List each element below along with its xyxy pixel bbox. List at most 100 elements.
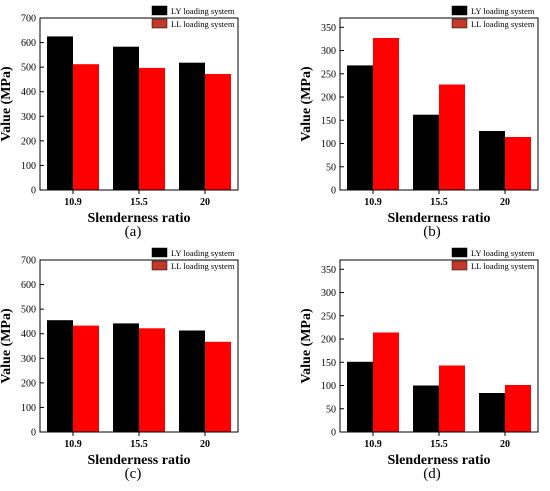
bar-ly-2 xyxy=(113,323,139,432)
y-tick-label: 300 xyxy=(21,354,36,365)
legend-swatch-ly xyxy=(151,5,168,16)
bar-ll-2 xyxy=(139,67,165,190)
panel-label: (a) xyxy=(125,224,142,240)
legend-label-ly: LY loading system xyxy=(171,248,235,258)
panel-label: (c) xyxy=(125,466,142,482)
bar-ly-3 xyxy=(479,131,505,190)
x-tick-label: 15.5 xyxy=(130,439,148,450)
chart-panel-3: 0 100 200 300 400 500 600 700 10.9 15.5 20 Slendern… xyxy=(0,247,239,482)
bar-ll-3 xyxy=(205,341,231,432)
y-tick-label: 700 xyxy=(21,256,36,267)
bar-ll-1 xyxy=(373,38,399,190)
y-tick-label: 250 xyxy=(321,311,336,322)
bar-ll-2 xyxy=(139,328,165,432)
legend-swatch-ll xyxy=(151,260,168,271)
x-tick-label: 20 xyxy=(200,197,210,208)
y-tick-label: 250 xyxy=(321,69,336,80)
bar-ly-1 xyxy=(347,361,373,432)
bar-ll-3 xyxy=(205,74,231,190)
chart-panel-2: 0 50 100 150 200 250 300 350 10.9 15.5 20 Slenderne… xyxy=(299,5,539,240)
legend-swatch-ly xyxy=(451,247,468,258)
x-tick-label: 20 xyxy=(500,439,510,450)
y-tick-label: 50 xyxy=(326,404,336,415)
y-tick-label: 500 xyxy=(21,305,36,316)
x-tick-label: 20 xyxy=(200,439,210,450)
y-tick-label: 500 xyxy=(21,63,36,74)
y-tick-label: 300 xyxy=(21,112,36,123)
x-axis-label: Slenderness ratio xyxy=(87,453,190,468)
x-axis-label: Slenderness ratio xyxy=(87,211,190,226)
y-tick-label: 400 xyxy=(21,329,36,340)
bar-ly-1 xyxy=(347,65,373,190)
legend-label-ly: LY loading system xyxy=(171,6,235,16)
chart-panel-1: 0 100 200 300 400 500 600 700 10.9 15.5 20 Slendern… xyxy=(0,5,239,240)
x-tick-label: 10.9 xyxy=(364,439,382,450)
bar-ll-2 xyxy=(439,84,465,190)
x-tick-label: 20 xyxy=(500,197,510,208)
y-tick-label: 400 xyxy=(21,87,36,98)
y-tick-label: 100 xyxy=(321,381,336,392)
bar-ly-3 xyxy=(479,393,505,432)
bar-ly-1 xyxy=(47,320,73,432)
bar-ly-2 xyxy=(413,385,439,432)
bar-ly-3 xyxy=(179,62,205,191)
y-tick-label: 300 xyxy=(321,46,336,57)
bar-ll-3 xyxy=(505,385,531,432)
y-tick-label: 350 xyxy=(321,265,336,276)
legend-swatch-ll xyxy=(151,18,168,29)
y-axis-label: Value (MPa) xyxy=(299,308,314,384)
legend-swatch-ly xyxy=(451,5,468,16)
bar-ly-3 xyxy=(179,330,205,432)
x-axis-label: Slenderness ratio xyxy=(387,453,490,468)
y-tick-label: 0 xyxy=(331,428,336,439)
legend-label-ll: LL loading system xyxy=(171,261,235,271)
y-tick-label: 150 xyxy=(321,358,336,369)
y-tick-label: 200 xyxy=(21,136,36,147)
x-tick-label: 10.9 xyxy=(64,439,82,450)
x-tick-label: 15.5 xyxy=(130,197,148,208)
y-tick-label: 100 xyxy=(21,403,36,414)
bar-ll-1 xyxy=(73,325,99,432)
x-tick-label: 10.9 xyxy=(64,197,82,208)
bar-ly-1 xyxy=(47,36,73,191)
x-axis-label: Slenderness ratio xyxy=(387,211,490,226)
y-tick-label: 100 xyxy=(21,161,36,172)
y-tick-label: 350 xyxy=(321,23,336,34)
y-tick-label: 0 xyxy=(31,186,36,197)
y-tick-label: 200 xyxy=(321,335,336,346)
y-tick-label: 0 xyxy=(31,428,36,439)
y-tick-label: 200 xyxy=(21,378,36,389)
chart-panel-4: 0 50 100 150 200 250 300 350 10.9 15.5 20 Slenderne… xyxy=(299,247,539,482)
legend-swatch-ly xyxy=(151,247,168,258)
y-tick-label: 600 xyxy=(21,38,36,49)
x-tick-label: 15.5 xyxy=(430,439,448,450)
bar-ly-2 xyxy=(413,114,439,190)
x-tick-label: 15.5 xyxy=(430,197,448,208)
y-tick-label: 200 xyxy=(321,93,336,104)
legend-label-ly: LY loading system xyxy=(471,6,535,16)
y-tick-label: 0 xyxy=(331,186,336,197)
bar-ll-3 xyxy=(505,137,531,190)
y-tick-label: 50 xyxy=(326,162,336,173)
panel-label: (b) xyxy=(423,224,441,240)
bar-ll-2 xyxy=(439,365,465,432)
legend-label-ll: LL loading system xyxy=(471,261,535,271)
legend-label-ll: LL loading system xyxy=(171,19,235,29)
y-axis-label: Value (MPa) xyxy=(299,66,314,142)
panel-label: (d) xyxy=(423,466,441,482)
legend-swatch-ll xyxy=(451,18,468,29)
y-tick-label: 600 xyxy=(21,280,36,291)
bar-ll-1 xyxy=(73,64,99,190)
legend-swatch-ll xyxy=(451,260,468,271)
y-tick-label: 100 xyxy=(321,139,336,150)
y-tick-label: 150 xyxy=(321,116,336,127)
y-axis-label: Value (MPa) xyxy=(0,308,14,384)
y-axis-label: Value (MPa) xyxy=(0,66,14,142)
legend-label-ll: LL loading system xyxy=(471,19,535,29)
y-tick-label: 700 xyxy=(21,14,36,25)
legend-label-ly: LY loading system xyxy=(471,248,535,258)
bar-ly-2 xyxy=(113,46,139,191)
y-tick-label: 300 xyxy=(321,288,336,299)
